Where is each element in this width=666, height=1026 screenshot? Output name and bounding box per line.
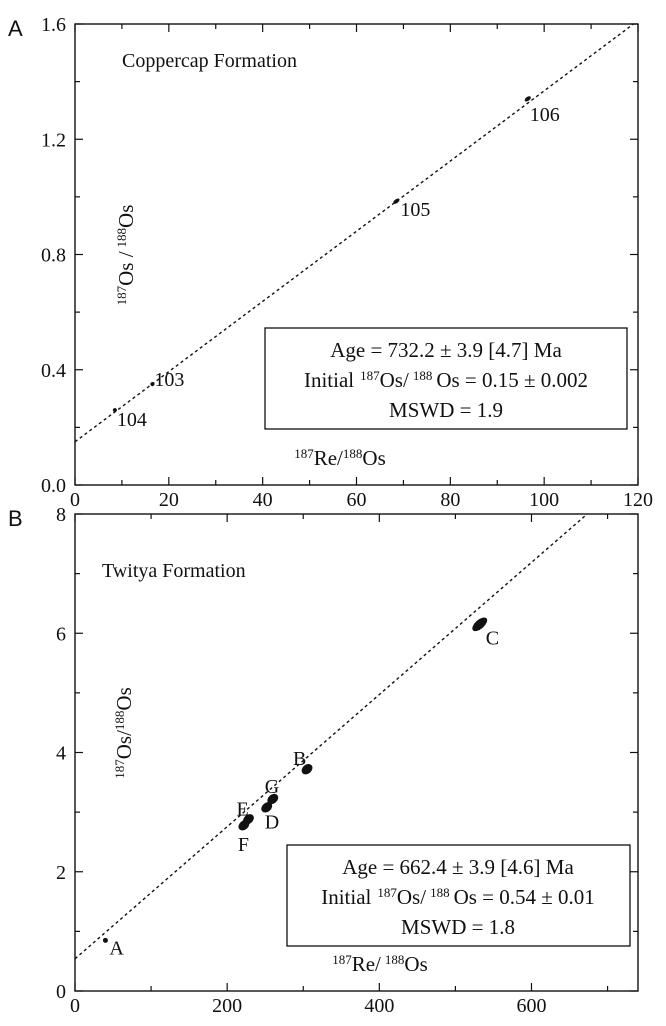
panel-b-mswd-text: MSWD = 1.8 bbox=[401, 915, 515, 939]
panel-a-y-ticks: 0.0 0.4 0.8 1.2 1.6 bbox=[41, 14, 638, 497]
panel-a-point-label: 104 bbox=[117, 409, 147, 431]
panel-b-y-ticks: 0 2 4 6 8 bbox=[56, 504, 638, 1003]
panel-a-point-104 bbox=[112, 408, 117, 413]
panel-a-point-105 bbox=[393, 198, 400, 204]
panel-a-annotation-box bbox=[264, 327, 628, 430]
panel-a-age-text: Age = 732.2 ± 3.9 [4.7] Ma bbox=[330, 338, 562, 362]
panel-a-x-tick-label: 20 bbox=[159, 489, 179, 511]
panel-b-point-c bbox=[472, 617, 488, 632]
panel-b-point-label: G bbox=[265, 776, 279, 798]
panel-b-point-label: C bbox=[486, 627, 499, 649]
panel-b-x-tick-label: 0 bbox=[70, 995, 80, 1017]
panel-b-regression-line bbox=[74, 513, 588, 960]
panel-a-regression-line bbox=[74, 23, 634, 443]
panel-b-point-a bbox=[102, 937, 108, 943]
panel-a-x-axis-label: 187Re/188Os bbox=[294, 446, 386, 471]
panel-b-point-label: B bbox=[293, 748, 306, 770]
panel-a-x-tick-label: 60 bbox=[347, 489, 367, 511]
panel-a-initial-ratio-text: Initial 187Os/188 Os = 0.15 ± 0.002 bbox=[304, 368, 588, 393]
panel-b-y-tick-label: 0 bbox=[56, 981, 66, 1003]
panel-a-y-tick-label: 0.0 bbox=[41, 475, 66, 497]
panel-b-point-label: F bbox=[238, 834, 249, 856]
panel-a-x-tick-label: 100 bbox=[529, 489, 559, 511]
panel-a-point-106 bbox=[524, 96, 531, 102]
panel-a-point-label: 103 bbox=[154, 369, 184, 391]
panel-b-age-text: Age = 662.4 ± 3.9 [4.6] Ma bbox=[342, 855, 574, 879]
panel-a-x-tick-label: 40 bbox=[253, 489, 273, 511]
panel-a-point-label: 105 bbox=[400, 199, 430, 221]
panel-b-x-tick-label: 200 bbox=[212, 995, 242, 1017]
panel-a-x-ticks: 0 20 40 60 80 100 120 bbox=[70, 24, 653, 511]
panel-b-point-d bbox=[261, 802, 273, 813]
panel-b-point-g bbox=[267, 793, 279, 805]
panel-b-point-e bbox=[243, 814, 254, 825]
panel-a-title: Coppercap Formation bbox=[122, 50, 297, 72]
panel-a-mswd-text: MSWD = 1.9 bbox=[389, 398, 503, 422]
panel-b-point-label: E bbox=[236, 798, 248, 820]
panel-b-y-tick-label: 6 bbox=[56, 623, 66, 645]
panel-a-y-tick-label: 1.2 bbox=[41, 129, 66, 151]
panel-b-y-axis-label: 187Os/188Os bbox=[112, 687, 137, 779]
panel-a-data-points: 104 103 105 106 bbox=[112, 96, 560, 431]
panel-a-x-tick-label: 120 bbox=[623, 489, 653, 511]
panel-b-y-tick-label: 4 bbox=[56, 743, 66, 765]
panel-b-x-tick-label: 600 bbox=[516, 995, 546, 1017]
panel-b-point-b bbox=[301, 763, 313, 775]
panel-a-x-tick-label: 0 bbox=[70, 489, 80, 511]
panel-a-y-tick-label: 0.8 bbox=[41, 245, 66, 267]
panel-b-initial-ratio-text: Initial 187Os/188 Os = 0.54 ± 0.01 bbox=[321, 885, 595, 910]
panel-a-label: A bbox=[8, 16, 23, 41]
panel-a-y-tick-label: 0.4 bbox=[41, 360, 66, 382]
panel-a-point-label: 106 bbox=[530, 104, 560, 126]
panel-b-x-ticks: 0 200 400 600 bbox=[70, 514, 609, 1017]
panel-b-label: B bbox=[8, 506, 23, 531]
panel-a-x-tick-label: 80 bbox=[440, 489, 460, 511]
panel-b-x-axis-label: 187Re/188Os bbox=[332, 952, 428, 977]
panel-b-y-tick-label: 8 bbox=[56, 504, 66, 526]
panel-b-y-tick-label: 2 bbox=[56, 862, 66, 884]
panel-a: A 0 20 40 60 80 100 120 0.0 0.4 0.8 1.2 1.6 104 103… bbox=[8, 14, 653, 511]
panel-a-point-103 bbox=[150, 382, 155, 387]
panel-b-annotation-box bbox=[286, 844, 631, 947]
panel-a-y-tick-label: 1.6 bbox=[41, 14, 66, 36]
panel-b-point-label: D bbox=[265, 811, 279, 833]
panel-b-title: Twitya Formation bbox=[102, 560, 246, 582]
panel-a-y-axis-label: 187Os /188Os bbox=[114, 205, 139, 306]
panel-b-point-label: A bbox=[109, 937, 124, 959]
panel-b-x-tick-label: 400 bbox=[364, 995, 394, 1017]
